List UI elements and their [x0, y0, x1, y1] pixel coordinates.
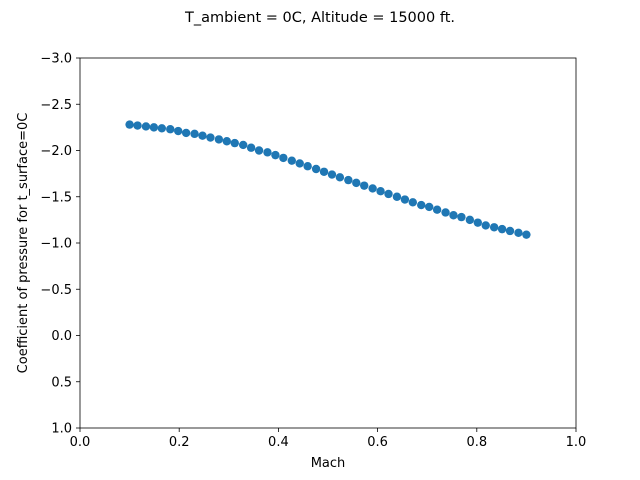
data-point: [190, 129, 199, 139]
y-tick-label: −3.0: [40, 52, 72, 67]
data-point: [489, 223, 499, 232]
data-point: [287, 156, 296, 165]
x-tick-label: 0.8: [466, 435, 487, 450]
y-tick-label: 0.5: [51, 375, 72, 390]
x-tick-label: 1.0: [566, 435, 587, 450]
data-point: [125, 120, 134, 129]
data-point: [352, 178, 361, 188]
data-point: [344, 175, 353, 185]
data-point: [497, 224, 507, 234]
y-axis-label: Coefficient of pressure for t_surface=0C: [16, 113, 31, 374]
data-point: [384, 189, 393, 199]
plot-marks: [125, 120, 531, 239]
data-point: [271, 150, 280, 160]
data-point: [311, 164, 321, 174]
data-point: [319, 167, 329, 176]
data-point: [481, 221, 490, 230]
data-point: [376, 187, 385, 196]
x-tick-label: 0.4: [268, 435, 289, 450]
data-point: [206, 133, 215, 142]
data-point: [133, 121, 142, 130]
data-point: [408, 198, 418, 207]
chart-title: T_ambient = 0C, Altitude = 15000 ft.: [184, 10, 455, 26]
y-tick-label: −1.5: [40, 190, 72, 205]
data-point: [417, 200, 426, 210]
data-point: [279, 153, 288, 163]
data-point: [214, 135, 224, 144]
data-point: [368, 184, 377, 193]
data-point: [392, 192, 402, 201]
data-point: [230, 138, 239, 148]
x-axis: 0.0 0.2 0.4 0.6 0.8 1.0: [70, 428, 587, 450]
data-point: [166, 125, 175, 134]
data-point: [327, 170, 337, 179]
y-tick-label: 0.0: [51, 329, 72, 344]
x-axis-label: Mach: [311, 456, 346, 471]
data-point: [457, 212, 466, 222]
data-point: [141, 122, 151, 131]
x-tick-label: 0.0: [70, 435, 91, 450]
data-point: [303, 162, 312, 171]
data-point: [174, 126, 183, 136]
data-point: [335, 173, 345, 182]
data-point: [149, 123, 159, 132]
data-point: [222, 137, 232, 146]
data-point: [424, 202, 434, 212]
data-point: [263, 148, 272, 157]
y-tick-label: −2.0: [40, 144, 72, 159]
data-point: [432, 205, 442, 214]
y-tick-label: −1.0: [40, 237, 72, 252]
data-point: [238, 140, 248, 150]
data-point: [473, 218, 482, 227]
x-tick-label: 0.2: [169, 435, 190, 450]
data-point: [246, 143, 256, 152]
data-point: [400, 195, 410, 204]
x-tick-label: 0.6: [367, 435, 388, 450]
y-tick-label: −0.5: [40, 283, 72, 298]
y-tick-label: −2.5: [40, 98, 72, 113]
data-point: [254, 146, 264, 155]
y-tick-label: 1.0: [51, 422, 72, 437]
data-point: [198, 131, 207, 140]
data-point: [505, 226, 515, 236]
data-point: [360, 181, 369, 190]
data-point: [441, 208, 450, 217]
data-point: [181, 128, 191, 138]
data-point: [522, 230, 531, 239]
y-axis: 1.0 0.5 0.0 −0.5 −1.0 −1.5 −2.0 −2.5 −3.0: [40, 52, 80, 437]
data-point: [295, 159, 304, 168]
data-point: [465, 215, 475, 225]
data-point: [514, 228, 523, 238]
data-point: [157, 124, 167, 133]
data-point: [449, 211, 458, 220]
